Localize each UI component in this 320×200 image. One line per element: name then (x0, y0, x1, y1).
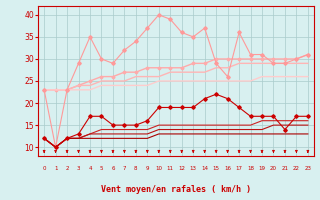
X-axis label: Vent moyen/en rafales ( km/h ): Vent moyen/en rafales ( km/h ) (101, 185, 251, 194)
